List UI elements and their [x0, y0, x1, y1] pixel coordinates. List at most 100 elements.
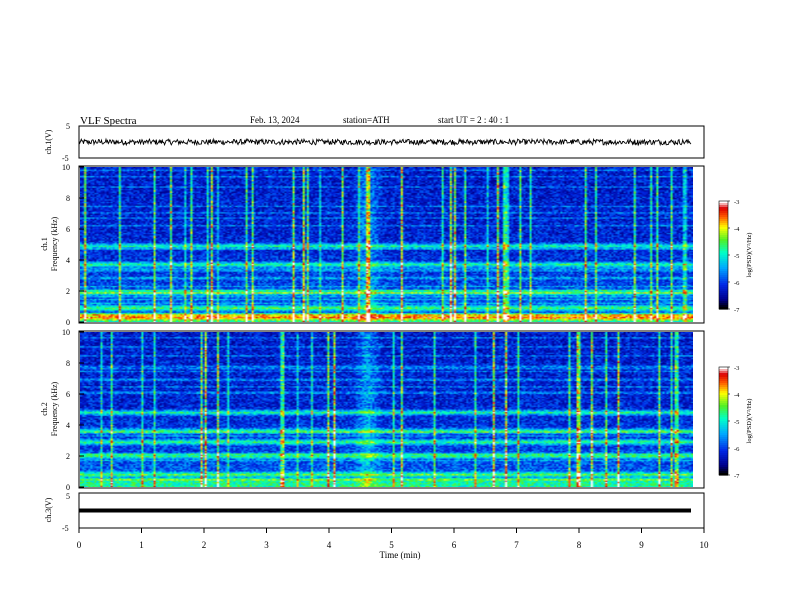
- ch2-spectro-ylabel-channel: ch.2: [40, 402, 49, 416]
- colorbar-swatch: [719, 417, 728, 420]
- ch1-ytick-5: 0: [66, 318, 70, 327]
- colorbar-swatch: [719, 453, 728, 456]
- ch2-ytick-1: 8: [66, 359, 70, 368]
- x-tick-label-9: 9: [639, 540, 644, 550]
- colorbar-swatch: [719, 215, 728, 218]
- ch3-ytick-top: 5: [66, 492, 70, 501]
- ch1-spectrogram-panel: 10 8 6 4 2 0 ch.1 Frequency (kHz): [40, 163, 705, 327]
- colorbar-swatch: [719, 461, 728, 464]
- colorbar-swatch: [719, 285, 728, 288]
- colorbar-swatch: [719, 297, 728, 300]
- colorbar-swatch: [719, 407, 728, 410]
- colorbar-swatch: [719, 263, 728, 266]
- ch2-ytick-0: 10: [62, 328, 70, 337]
- x-tick-label-5: 5: [389, 540, 394, 550]
- ch1-ylabel: ch.1(V): [44, 129, 53, 154]
- colorbar-swatch: [719, 213, 728, 216]
- colorbar-swatch: [719, 205, 728, 208]
- ch1-ytick-2: 6: [66, 225, 70, 234]
- colorbar-swatch: [719, 419, 728, 422]
- ch1-ytick-4: 2: [66, 287, 70, 296]
- ch2-spectro-ylabel-freq: Frequency (kHz): [50, 381, 59, 436]
- ch1-ytick-3: 4: [66, 256, 70, 265]
- colorbar-swatch: [719, 219, 728, 222]
- colorbar-swatch: [719, 463, 728, 466]
- colorbar-swatch: [719, 383, 728, 386]
- colorbar-swatch: [719, 221, 728, 224]
- ch2-ytick-4: 2: [66, 452, 70, 461]
- x-tick-label-3: 3: [264, 540, 269, 550]
- x-tick-label-6: 6: [452, 540, 457, 550]
- colorbar-swatch: [719, 367, 728, 370]
- colorbar-tick-4: -7: [734, 473, 740, 480]
- colorbar-swatch: [719, 301, 728, 304]
- colorbar-swatch: [719, 403, 728, 406]
- colorbar-swatch: [719, 375, 728, 378]
- colorbar-swatch: [719, 265, 728, 268]
- colorbar-swatch: [719, 281, 728, 284]
- colorbar-tick-4: -7: [734, 307, 740, 314]
- colorbar-swatch: [719, 229, 728, 232]
- colorbar-swatch: [719, 415, 728, 418]
- colorbar-swatch: [719, 243, 728, 246]
- colorbar-swatch: [719, 231, 728, 234]
- colorbar-swatch: [719, 237, 728, 240]
- colorbar-swatch: [719, 435, 728, 438]
- colorbar-swatch: [719, 305, 728, 308]
- ch1-ytick-labels: 10 8 6 4 2 0: [62, 163, 84, 327]
- ch1-ytick-0: 10: [62, 163, 70, 172]
- colorbar-swatch: [719, 425, 728, 428]
- ch1-spectrogram-image: [80, 167, 693, 322]
- colorbar-swatch: [719, 303, 728, 306]
- x-tick-label-10: 10: [700, 540, 710, 550]
- ch2-ytick-2: 6: [66, 390, 70, 399]
- colorbar-swatch: [719, 371, 728, 374]
- colorbar-tick-0: -3: [734, 365, 739, 372]
- colorbar-swatch: [719, 381, 728, 384]
- ch1-ytick-1: 8: [66, 194, 70, 203]
- colorbar-swatch: [719, 259, 728, 262]
- colorbar-swatch: [719, 377, 728, 380]
- ch1-ytick-top: 5: [66, 122, 70, 131]
- colorbar-swatch: [719, 423, 728, 426]
- x-tick-label-0: 0: [77, 540, 82, 550]
- colorbar-swatch: [719, 209, 728, 212]
- colorbar-swatch: [719, 207, 728, 210]
- colorbar-swatch: [719, 473, 728, 476]
- colorbar-swatch: [719, 399, 728, 402]
- colorbar-swatch: [719, 269, 728, 272]
- figure-title: VLF Spectra: [80, 115, 137, 127]
- colorbar-swatch: [719, 369, 728, 372]
- colorbar-tick-3: -6: [734, 280, 740, 287]
- colorbar-tick-2: -5: [734, 419, 739, 426]
- colorbar-swatch: [719, 299, 728, 302]
- colorbar-swatch: [719, 379, 728, 382]
- colorbar-swatch: [719, 413, 728, 416]
- colorbar-tick-2: -5: [734, 253, 739, 260]
- colorbar-swatch: [719, 467, 728, 470]
- colorbar-swatch: [719, 257, 728, 260]
- x-tick-label-2: 2: [202, 540, 207, 550]
- x-tick-label-7: 7: [514, 540, 519, 550]
- colorbar-swatch: [719, 449, 728, 452]
- ch1-spectro-ylabel-channel: ch.1: [40, 237, 49, 251]
- x-tick-label-1: 1: [139, 540, 144, 550]
- colorbar-swatch: [719, 279, 728, 282]
- colorbar-swatch: [719, 291, 728, 294]
- colorbar-swatch: [719, 277, 728, 280]
- colorbar-swatch: [719, 451, 728, 454]
- colorbar-swatch: [719, 391, 728, 394]
- ch2-spectrogram-image: [80, 332, 693, 487]
- colorbar-swatch: [719, 469, 728, 472]
- colorbar-swatch: [719, 401, 728, 404]
- colorbar-tick-3: -6: [734, 446, 740, 453]
- colorbar-swatch: [719, 251, 728, 254]
- ch1-colorbar: -3 -4 -5 -6 -7 log(PSD)(V²/Hz): [718, 199, 753, 314]
- colorbar-swatch: [719, 373, 728, 376]
- start-time-label: start UT = 2 : 40 : 1: [438, 115, 509, 125]
- colorbar-swatch: [719, 427, 728, 430]
- colorbar-tick-0: -3: [734, 199, 739, 206]
- colorbar-swatch: [719, 445, 728, 448]
- colorbar-swatch: [719, 235, 728, 238]
